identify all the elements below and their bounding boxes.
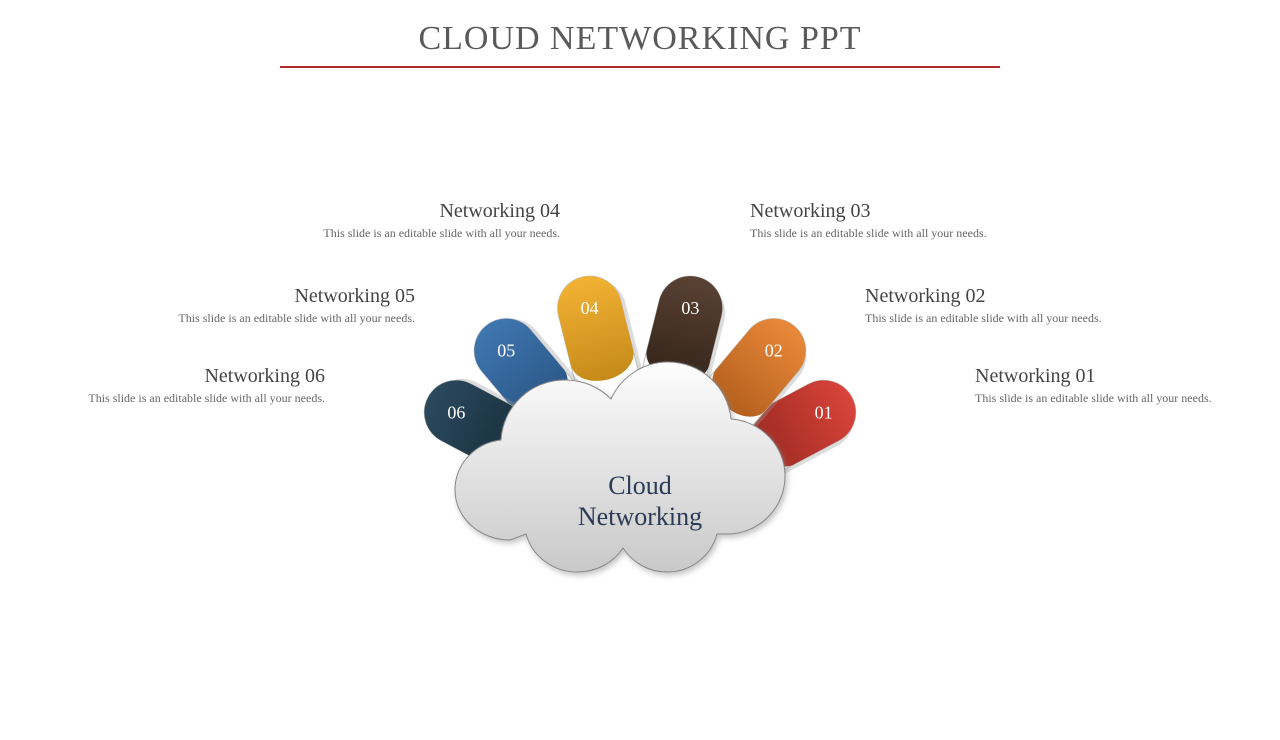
item-desc: This slide is an editable slide with all… [300, 225, 560, 242]
petal-number: 06 [447, 402, 465, 422]
cloud-shape [455, 362, 785, 572]
petal-number: 05 [497, 341, 515, 361]
item-label-04: Networking 04 This slide is an editable s… [300, 200, 560, 242]
item-title: Networking 05 [155, 285, 415, 308]
item-title: Networking 06 [65, 365, 325, 388]
petal-04: 04 [551, 268, 684, 552]
item-label-02: Networking 02 This slide is an editable s… [865, 285, 1125, 327]
petal-01: 01 [593, 369, 869, 559]
cloud-center-label: Cloud Networking [510, 470, 770, 532]
petal-number: 02 [765, 341, 783, 361]
petal-number: 03 [681, 298, 699, 318]
item-label-01: Networking 01 This slide is an editable s… [975, 365, 1235, 407]
petal-number: 01 [815, 402, 833, 422]
item-desc: This slide is an editable slide with all… [865, 310, 1125, 327]
item-desc: This slide is an editable slide with all… [750, 225, 1010, 242]
slide-title: CLOUD NETWORKING PPT [0, 20, 1280, 58]
item-desc: This slide is an editable slide with all… [65, 390, 325, 407]
petal-number: 04 [581, 298, 599, 318]
item-title: Networking 04 [300, 200, 560, 223]
item-title: Networking 01 [975, 365, 1235, 388]
cloud-label-line1: Cloud [608, 471, 672, 500]
title-underline [280, 66, 1000, 68]
item-label-05: Networking 05 This slide is an editable s… [155, 285, 415, 327]
item-desc: This slide is an editable slide with all… [155, 310, 415, 327]
petal-02: 02 [592, 306, 822, 561]
petal-06: 06 [413, 366, 689, 556]
petal-05: 05 [461, 303, 691, 558]
item-title: Networking 02 [865, 285, 1125, 308]
item-desc: This slide is an editable slide with all… [975, 390, 1235, 407]
cloud-label-line2: Networking [578, 502, 702, 531]
item-label-06: Networking 06 This slide is an editable s… [65, 365, 325, 407]
petal-03: 03 [600, 269, 733, 553]
item-title: Networking 03 [750, 200, 1010, 223]
item-label-03: Networking 03 This slide is an editable s… [750, 200, 1010, 242]
